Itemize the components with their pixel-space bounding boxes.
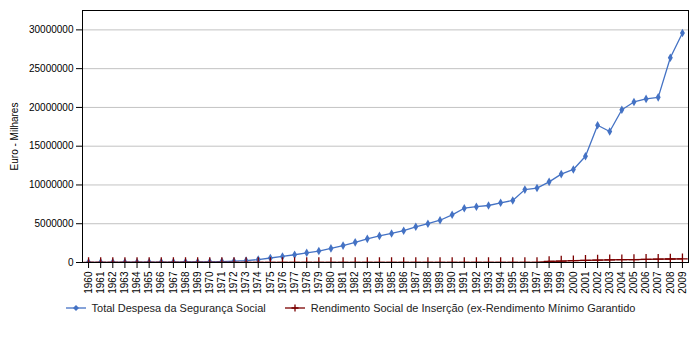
svg-text:1995: 1995: [507, 271, 518, 294]
svg-text:1961: 1961: [95, 271, 106, 294]
svg-text:2004: 2004: [616, 271, 627, 294]
svg-text:0: 0: [68, 257, 74, 268]
svg-text:1992: 1992: [471, 271, 482, 294]
svg-text:1991: 1991: [458, 271, 469, 294]
svg-text:1979: 1979: [313, 271, 324, 294]
svg-text:1993: 1993: [483, 271, 494, 294]
svg-text:2000: 2000: [568, 271, 579, 294]
svg-text:1975: 1975: [265, 271, 276, 294]
svg-text:1998: 1998: [543, 271, 554, 294]
svg-text:30000000: 30000000: [29, 24, 74, 35]
svg-text:1980: 1980: [325, 271, 336, 294]
svg-text:2003: 2003: [604, 271, 615, 294]
svg-text:1988: 1988: [422, 271, 433, 294]
svg-text:1974: 1974: [252, 271, 263, 294]
svg-text:15000000: 15000000: [29, 140, 74, 151]
svg-text:1981: 1981: [337, 271, 348, 294]
svg-text:5000000: 5000000: [35, 218, 74, 229]
svg-text:1973: 1973: [240, 271, 251, 294]
svg-text:1965: 1965: [143, 271, 154, 294]
svg-text:2009: 2009: [677, 271, 688, 294]
svg-text:10000000: 10000000: [29, 179, 74, 190]
svg-text:1996: 1996: [519, 271, 530, 294]
svg-text:1968: 1968: [180, 271, 191, 294]
svg-text:1967: 1967: [168, 271, 179, 294]
svg-text:1989: 1989: [434, 271, 445, 294]
svg-text:2002: 2002: [592, 271, 603, 294]
svg-text:1972: 1972: [228, 271, 239, 294]
svg-text:1994: 1994: [495, 271, 506, 294]
svg-text:1977: 1977: [289, 271, 300, 294]
html-text:Rendimento Social de Inserção: Rendimento Social de Inserção (ex-Rendim…: [310, 302, 636, 314]
svg-text:2008: 2008: [665, 271, 676, 294]
svg-text:1960: 1960: [83, 271, 94, 294]
svg-text:1962: 1962: [107, 271, 118, 294]
svg-text:1984: 1984: [374, 271, 385, 294]
svg-text:1999: 1999: [555, 271, 566, 294]
svg-text:1963: 1963: [119, 271, 130, 294]
svg-text:2007: 2007: [652, 271, 663, 294]
svg-text:2006: 2006: [640, 271, 651, 294]
svg-text:1966: 1966: [155, 271, 166, 294]
svg-text:1970: 1970: [204, 271, 215, 294]
svg-text:1990: 1990: [446, 271, 457, 294]
svg-text:Euro - Milhares: Euro - Milhares: [9, 103, 20, 171]
svg-text:2001: 2001: [580, 271, 591, 294]
svg-text:1976: 1976: [277, 271, 288, 294]
svg-text:1964: 1964: [131, 271, 142, 294]
svg-text:1985: 1985: [386, 271, 397, 294]
svg-text:2005: 2005: [628, 271, 639, 294]
svg-text:20000000: 20000000: [29, 102, 74, 113]
svg-text:1987: 1987: [410, 271, 421, 294]
svg-text:1971: 1971: [216, 271, 227, 294]
svg-text:1969: 1969: [192, 271, 203, 294]
svg-text:1982: 1982: [349, 271, 360, 294]
svg-text:1983: 1983: [362, 271, 373, 294]
svg-text:1997: 1997: [531, 271, 542, 294]
svg-text:1986: 1986: [398, 271, 409, 294]
html-text:Total Despesa da Segurança Soc: Total Despesa da Segurança Social: [91, 302, 266, 314]
svg-text:1978: 1978: [301, 271, 312, 294]
svg-text:25000000: 25000000: [29, 63, 74, 74]
